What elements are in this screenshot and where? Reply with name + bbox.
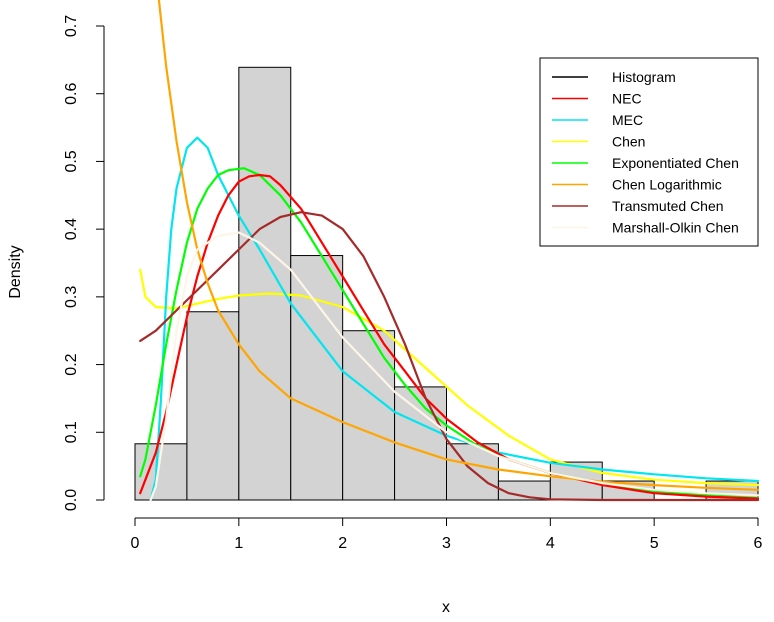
curve-transmuted-chen [139, 211, 760, 502]
histogram-bar-5 [394, 386, 448, 501]
y-tick-label: 0.4 [63, 218, 80, 240]
axes: 0 1 2 3 4 5 6 0.0 0.1 0.2 0.3 0.4 0.5 0.6 0.7 [63, 15, 763, 552]
legend-label: MEC [612, 112, 643, 128]
legend: Histogram NEC MEC Chen Exponentiated Chen Che… [539, 57, 759, 247]
legend-label: Chen [612, 134, 645, 150]
y-tick-label: 0.1 [63, 421, 80, 443]
curve-chen [139, 268, 760, 487]
legend-label: Marshall-Olkin Chen [612, 220, 739, 236]
histogram-bar-4 [342, 330, 396, 501]
x-axis-title: x [442, 599, 450, 616]
legend-label: Chen Logarithmic [612, 177, 722, 193]
legend-label: Histogram [612, 69, 676, 85]
histogram-bar-3 [290, 255, 344, 501]
histogram-bar-1 [186, 311, 240, 501]
x-tick-label: 0 [131, 535, 140, 552]
density-curves [139, 0, 760, 502]
x-tick-label: 3 [442, 535, 451, 552]
y-tick-label: 0.3 [63, 286, 80, 308]
legend-label: Exponentiated Chen [612, 155, 739, 171]
legend-label: NEC [612, 91, 642, 107]
histogram-bars [134, 66, 759, 501]
curve-marshall-olkin-chen [149, 231, 760, 502]
y-tick-label: 0.7 [63, 15, 80, 37]
y-tick-label: 0.5 [63, 150, 80, 172]
histogram-bar-2 [238, 66, 292, 501]
legend-label: Transmuted Chen [612, 198, 724, 214]
x-tick-label: 1 [234, 535, 243, 552]
y-tick-label: 0.0 [63, 489, 80, 511]
x-tick-label: 5 [650, 535, 659, 552]
curve-mec [149, 136, 760, 502]
x-tick-label: 6 [754, 535, 763, 552]
x-tick-label: 2 [338, 535, 347, 552]
legend-box [539, 57, 759, 247]
x-tick-label: 4 [546, 535, 555, 552]
y-tick-label: 0.6 [63, 82, 80, 104]
y-tick-label: 0.2 [63, 353, 80, 375]
y-axis-title: Density [7, 245, 24, 298]
